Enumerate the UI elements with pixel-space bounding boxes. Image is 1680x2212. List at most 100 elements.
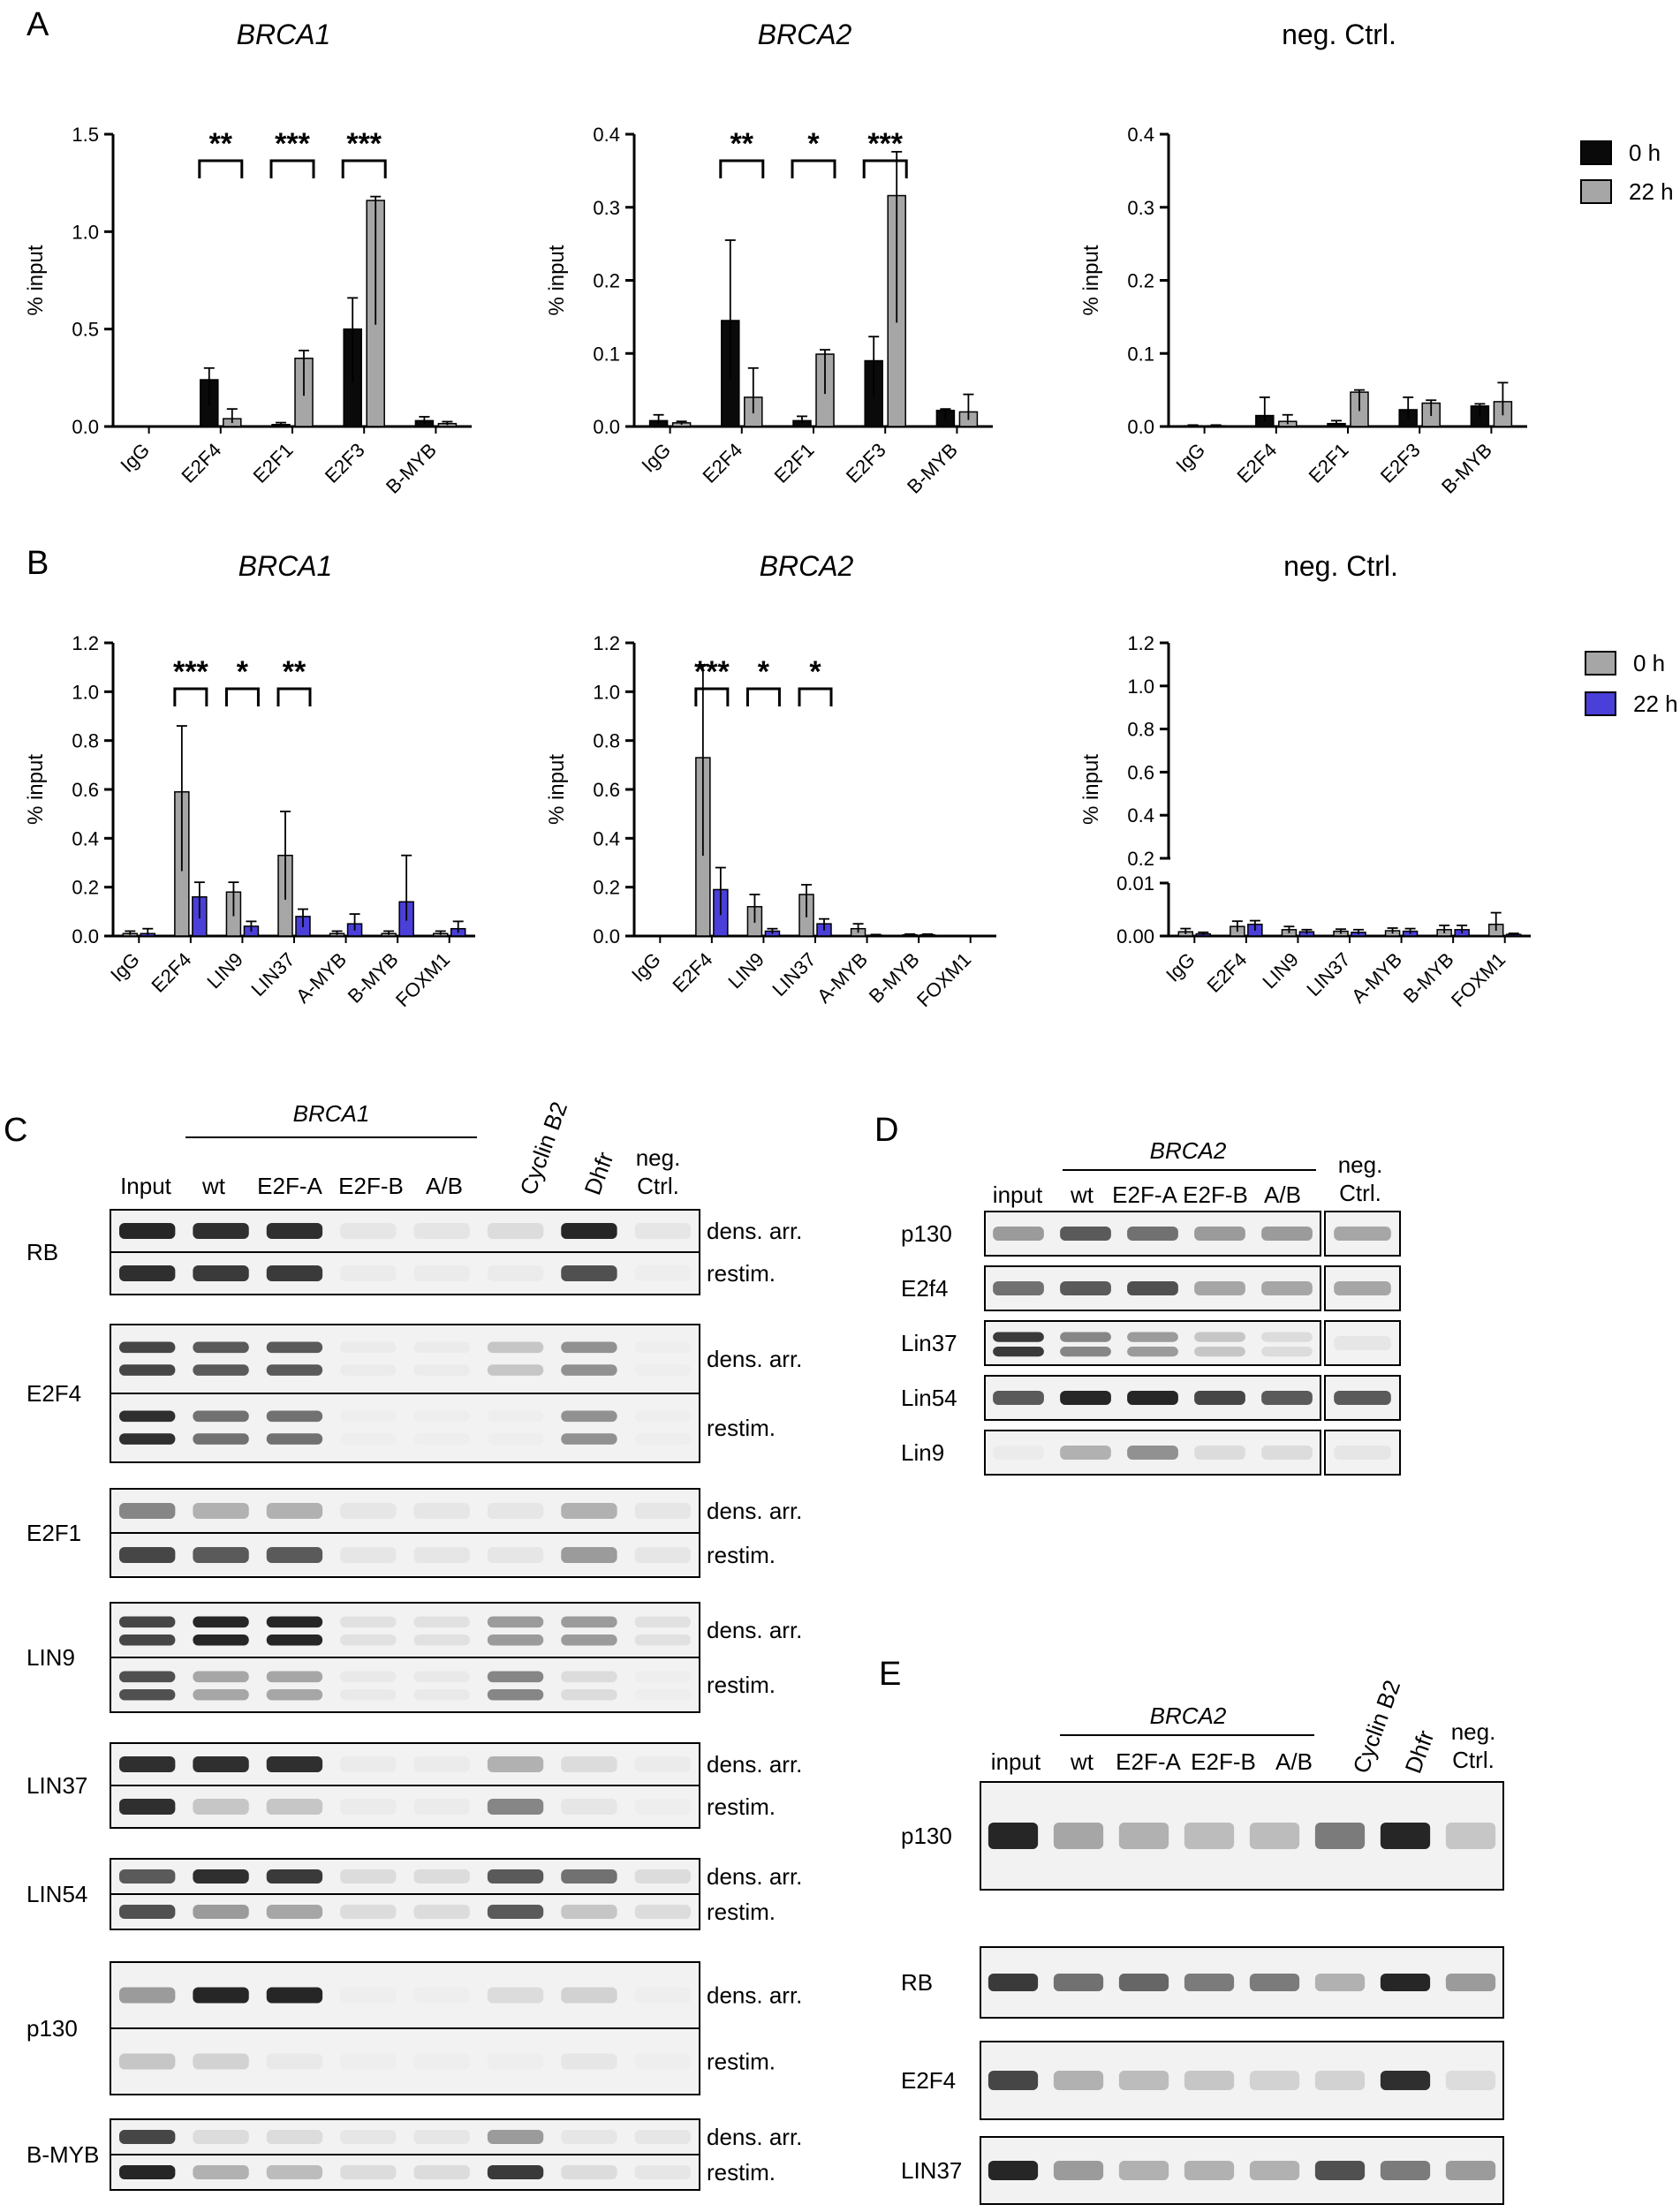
blot-band <box>561 1869 617 1884</box>
blot-band <box>119 1341 176 1354</box>
blot-c-protein: p130 <box>26 2015 78 2042</box>
significance-bracket <box>224 687 260 706</box>
blot-c-protein: LIN9 <box>26 1644 75 1671</box>
x-tick-label: E2F4 <box>148 948 196 997</box>
blot-band <box>561 1756 617 1772</box>
lane-label: A/B <box>1264 1181 1301 1208</box>
blot-band <box>413 1223 470 1239</box>
blot-band <box>487 1341 544 1354</box>
x-tick-label: IgG <box>1162 948 1199 986</box>
blot-band <box>193 1905 249 1919</box>
blot-d-protein: E2f4 <box>901 1275 949 1302</box>
blot-band <box>119 2165 176 2179</box>
blot-strip <box>984 1265 1321 1311</box>
blot-band <box>1334 1281 1391 1295</box>
blot-band <box>413 1688 470 1701</box>
blot-band <box>561 1341 617 1354</box>
blot-band <box>1261 1391 1313 1405</box>
lane-label: wt <box>1070 1181 1094 1208</box>
blot-c-gene: BRCA1 <box>293 1100 370 1127</box>
blot-band <box>340 1688 397 1701</box>
chart-3: 0.0 0.1 0.2 0.3 0.4 neg. Ctrl. % input IgG E2F4 E… <box>1079 19 1527 498</box>
blot-band <box>266 1799 323 1815</box>
blot-band <box>487 1364 544 1376</box>
significance-bracket <box>791 159 836 178</box>
blot-e-protein: LIN37 <box>901 2157 962 2184</box>
blot-band <box>193 1634 249 1646</box>
blot-band <box>340 1634 397 1646</box>
blot-strip <box>110 1602 700 1658</box>
y-tick-label: 0.2 <box>1127 848 1154 870</box>
blot-frame <box>110 1324 700 1394</box>
x-tick-label: LIN9 <box>1258 948 1303 993</box>
blot-band <box>1380 2161 1431 2180</box>
blot-band <box>988 1974 1039 1991</box>
significance-bracket <box>745 687 781 706</box>
x-tick-label: E2F4 <box>1232 439 1281 487</box>
x-tick-label: IgG <box>1171 439 1209 477</box>
blot-band <box>1194 1446 1245 1460</box>
x-tick-label: A-MYB <box>291 948 351 1008</box>
chart-title: BRCA1 <box>237 19 331 50</box>
blot-band <box>1127 1347 1178 1357</box>
x-tick-label: E2F4 <box>698 439 746 487</box>
chart-title: BRCA2 <box>758 19 852 50</box>
y-axis-label: % input <box>24 245 48 315</box>
blot-band <box>487 1634 544 1646</box>
blot-band <box>993 1332 1044 1342</box>
blot-strip <box>110 1785 700 1829</box>
y-tick-label: 0.4 <box>72 827 99 849</box>
blot-band <box>1380 1823 1431 1849</box>
blot-band <box>413 1869 470 1884</box>
blot-band <box>266 1756 323 1772</box>
x-tick-label: IgG <box>637 439 675 477</box>
blot-band <box>266 1547 323 1563</box>
blot-band <box>414 1411 470 1423</box>
blot-band <box>635 1364 691 1376</box>
chart-title: neg. Ctrl. <box>1282 19 1396 50</box>
blot-band <box>561 1410 617 1423</box>
blot-band <box>414 1433 470 1445</box>
lane-label: neg. <box>636 1144 681 1171</box>
blot-band <box>993 1391 1044 1405</box>
blot-band <box>635 1756 691 1772</box>
blot-strip <box>984 1320 1321 1366</box>
blot-band <box>193 1223 249 1239</box>
panel-letter-e: E <box>879 1656 901 1693</box>
significance-bracket <box>694 687 730 706</box>
panel-letter-a: A <box>26 6 49 43</box>
blot-band <box>634 2165 691 2179</box>
blot-band <box>1380 1974 1431 1991</box>
y-tick-label: 1.2 <box>1127 632 1154 654</box>
x-tick-label: FOXM1 <box>912 948 975 1011</box>
blot-band <box>988 2071 1039 2090</box>
blot-frame <box>110 2118 700 2155</box>
blot-band <box>488 1265 543 1281</box>
blot-band <box>634 2130 691 2144</box>
blot-panel-c: BRCA1 Input wt E2F-A E2F-B A/B Cyclin B2 Dhfr ne… <box>26 1098 802 2191</box>
blot-band <box>634 1616 691 1628</box>
blot-d-protein: Lin37 <box>901 1330 957 1356</box>
blot-strip <box>984 1211 1321 1257</box>
blot-band <box>635 1799 691 1815</box>
blot-band <box>561 2165 617 2179</box>
blot-band <box>487 1987 544 2004</box>
blot-strip <box>110 1488 700 1534</box>
blot-band <box>1249 1974 1300 1991</box>
blot-strip <box>110 1532 700 1578</box>
blot-strip <box>984 1430 1321 1476</box>
blot-c-condition: restim. <box>707 1542 776 1568</box>
blot-band <box>119 1799 176 1815</box>
blot-band <box>119 1265 176 1281</box>
blot-band <box>1184 1974 1235 1991</box>
x-tick-label: E2F3 <box>1376 439 1425 487</box>
blot-band <box>413 1905 470 1919</box>
y-tick-label: 0.2 <box>593 270 620 292</box>
legend-b-label-22h: 22 h <box>1633 691 1678 717</box>
lane-label: E2F-B <box>1183 1181 1248 1208</box>
blot-band <box>635 1265 691 1281</box>
significance-bracket <box>173 687 208 706</box>
blot-band <box>1445 2161 1496 2180</box>
blot-band <box>340 2054 396 2070</box>
blot-c-condition: dens. arr. <box>707 1617 802 1643</box>
